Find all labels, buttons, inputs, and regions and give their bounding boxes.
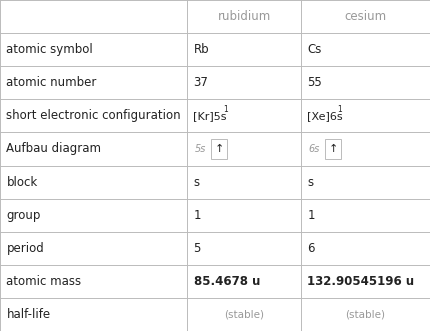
Text: 5s: 5s — [195, 144, 206, 154]
Text: 85.4678 u: 85.4678 u — [194, 275, 260, 288]
Text: 1: 1 — [307, 209, 315, 222]
Text: s: s — [307, 175, 313, 189]
Text: 1: 1 — [223, 105, 228, 114]
Text: ↑: ↑ — [329, 144, 338, 154]
Text: [Kr]5s: [Kr]5s — [194, 111, 227, 121]
Text: (stable): (stable) — [345, 309, 386, 319]
Text: s: s — [194, 175, 200, 189]
Text: 55: 55 — [307, 76, 322, 89]
Text: 6s: 6s — [309, 144, 320, 154]
Text: short electronic configuration: short electronic configuration — [6, 109, 181, 122]
Text: 132.90545196 u: 132.90545196 u — [307, 275, 415, 288]
Text: atomic number: atomic number — [6, 76, 97, 89]
Text: group: group — [6, 209, 41, 222]
FancyBboxPatch shape — [211, 139, 227, 159]
Text: Cs: Cs — [307, 43, 322, 56]
Text: atomic mass: atomic mass — [6, 275, 82, 288]
Text: (stable): (stable) — [224, 309, 264, 319]
Text: block: block — [6, 175, 38, 189]
Text: half-life: half-life — [6, 308, 51, 321]
Text: cesium: cesium — [344, 10, 387, 23]
Text: 1: 1 — [337, 105, 342, 114]
Text: atomic symbol: atomic symbol — [6, 43, 93, 56]
Text: ↑: ↑ — [215, 144, 224, 154]
Text: rubidium: rubidium — [218, 10, 270, 23]
Text: 5: 5 — [194, 242, 201, 255]
Text: Aufbau diagram: Aufbau diagram — [6, 142, 101, 156]
Text: 1: 1 — [194, 209, 201, 222]
Text: 37: 37 — [194, 76, 209, 89]
Text: Rb: Rb — [194, 43, 209, 56]
Text: 6: 6 — [307, 242, 315, 255]
Text: period: period — [6, 242, 44, 255]
FancyBboxPatch shape — [325, 139, 341, 159]
Text: [Xe]6s: [Xe]6s — [307, 111, 343, 121]
